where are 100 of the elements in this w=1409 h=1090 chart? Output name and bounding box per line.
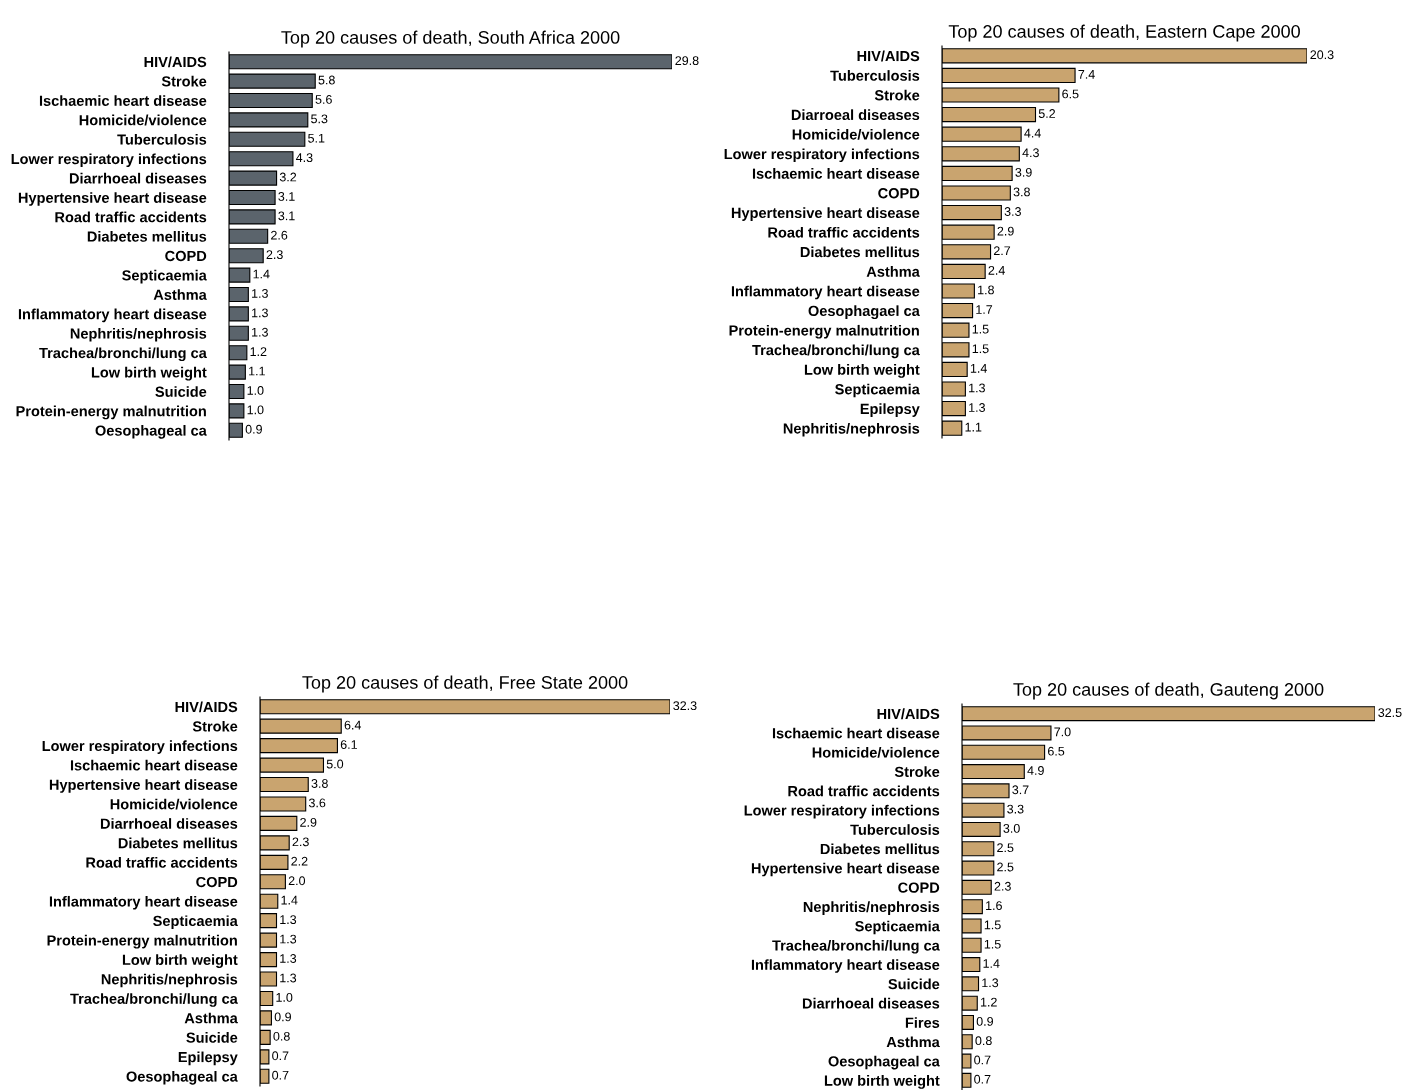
- y-tick-label: Nephritis/nephrosis: [70, 328, 207, 342]
- data-label: 3.8: [1013, 187, 1030, 197]
- data-label: 1.3: [280, 915, 297, 925]
- y-tick-label: COPD: [165, 250, 207, 262]
- data-label: 1.4: [281, 895, 298, 905]
- y-tick-label: Hypertensive heart disease: [731, 207, 920, 221]
- y-tick-label: Fires: [905, 1017, 940, 1028]
- y-tick-label: Nephritis/nephrosis: [783, 422, 920, 437]
- y-tick-label: Road traffic accidents: [768, 226, 920, 238]
- y-tick-label: Suicide: [888, 978, 940, 990]
- y-tick-label: Stroke: [874, 89, 920, 101]
- y-tick-label: Trachea/bronchi/lung ca: [70, 993, 238, 1007]
- y-tick-label: Asthma: [184, 1012, 238, 1024]
- data-label: 1.0: [247, 405, 264, 415]
- y-tick-label: Oesophageal ca: [828, 1055, 940, 1070]
- data-label: 1.3: [252, 308, 268, 318]
- y-tick-label: Oesophageal ca: [126, 1070, 238, 1085]
- data-label: 29.8: [675, 56, 699, 66]
- data-label: 3.3: [1007, 804, 1024, 814]
- data-label: 2.7: [993, 246, 1011, 256]
- y-tick-label: COPD: [878, 188, 920, 199]
- y-tick-label: Septicaemia: [835, 383, 920, 398]
- y-tick-label: Protein-energy malnutrition: [47, 934, 237, 949]
- y-tick-label: Low birth weight: [804, 364, 920, 378]
- y-tick-label: Suicide: [186, 1032, 238, 1043]
- y-tick-label: Ischaemic heart disease: [752, 168, 920, 179]
- y-tick-label: Nephritis/nephrosis: [803, 901, 940, 915]
- data-label: 20.3: [1310, 50, 1334, 60]
- y-tick-label: Inflammatory heart disease: [751, 959, 940, 973]
- data-label: 6.5: [1048, 746, 1065, 756]
- data-label: 2.3: [292, 837, 309, 847]
- data-label: 0.7: [272, 1051, 289, 1061]
- y-tick-label: Lower respiratory infections: [42, 740, 238, 754]
- y-tick-label: Suicide: [155, 386, 207, 397]
- data-label: 2.9: [997, 226, 1014, 236]
- y-tick-label: Ischaemic heart disease: [772, 727, 940, 739]
- data-label: 5.1: [308, 133, 325, 143]
- y-tick-label: Epilepsy: [860, 403, 920, 417]
- y-tick-label: Trachea/bronchi/lung ca: [772, 939, 940, 954]
- data-label: 4.4: [1024, 128, 1041, 138]
- y-tick-label: Trachea/bronchi/lung ca: [752, 344, 920, 359]
- y-tick-label: Septicaemia: [855, 920, 940, 935]
- data-label: 6.5: [1062, 89, 1079, 99]
- data-label: 5.8: [318, 75, 335, 85]
- y-tick-label: Epilepsy: [178, 1051, 238, 1066]
- data-label: 1.5: [972, 344, 989, 354]
- y-tick-label: COPD: [898, 882, 940, 893]
- data-label: 3.1: [278, 211, 295, 221]
- data-label: 2.6: [271, 230, 288, 240]
- y-tick-label: Diarrhoeal diseases: [100, 818, 238, 829]
- data-label: 0.7: [974, 1055, 991, 1065]
- data-label: 2.5: [997, 843, 1014, 853]
- y-tick-label: COPD: [196, 876, 238, 888]
- data-label: 3.3: [1004, 207, 1021, 216]
- data-label: 2.5: [997, 862, 1014, 872]
- chart-title: Top 20 causes of death, South Africa 2000: [281, 30, 620, 48]
- y-tick-label: Ischaemic heart disease: [70, 759, 238, 771]
- y-tick-label: HIV/AIDS: [877, 708, 940, 720]
- data-label: 3.7: [1012, 785, 1029, 795]
- data-label: 0.8: [975, 1036, 992, 1046]
- data-label: 1.0: [276, 992, 293, 1002]
- data-label: 1.0: [247, 386, 264, 395]
- y-tick-label: Septicaemia: [153, 915, 238, 929]
- data-label: 0.7: [272, 1070, 289, 1080]
- data-label: 0.9: [245, 424, 262, 434]
- data-label: 3.1: [278, 192, 295, 201]
- data-label: 6.4: [344, 720, 362, 730]
- y-tick-label: Diabetes mellitus: [118, 837, 238, 849]
- y-tick-label: Low birth weight: [824, 1075, 940, 1089]
- y-tick-label: Diarrhoeal diseases: [69, 172, 207, 184]
- y-tick-label: Low birth weight: [91, 366, 207, 381]
- y-tick-label: Tuberculosis: [830, 70, 920, 81]
- y-tick-label: Tuberculosis: [117, 134, 207, 145]
- data-label: 32.3: [673, 701, 697, 711]
- data-label: 5.2: [1038, 109, 1056, 118]
- y-tick-label: Hypertensive heart disease: [18, 192, 207, 206]
- data-label: 2.2: [291, 856, 308, 866]
- data-label: 1.3: [982, 978, 999, 988]
- data-label: 1.2: [250, 347, 267, 356]
- data-label: 4.3: [1022, 148, 1039, 158]
- chart-title: Top 20 causes of death, Gauteng 2000: [1013, 682, 1324, 700]
- chart-title: Top 20 causes of death, Free State 2000: [302, 675, 628, 693]
- data-label: 5.6: [315, 95, 332, 104]
- y-tick-label: Inflammatory heart disease: [49, 895, 238, 910]
- data-label: 3.8: [311, 779, 328, 788]
- y-tick-label: Oesophageal ca: [95, 425, 207, 439]
- y-tick-label: Tuberculosis: [850, 824, 940, 835]
- data-label: 1.3: [252, 289, 268, 298]
- y-tick-label: Stroke: [161, 75, 207, 87]
- y-tick-label: Hypertensive heart disease: [49, 779, 238, 793]
- data-label: 1.2: [980, 997, 997, 1007]
- y-tick-label: Hypertensive heart disease: [751, 862, 940, 877]
- data-label: 6.1: [340, 740, 357, 749]
- data-label: 1.3: [280, 934, 297, 944]
- y-tick-label: Lower respiratory infections: [744, 804, 940, 819]
- data-label: 1.7: [976, 305, 993, 314]
- data-label: 1.5: [984, 920, 1001, 930]
- data-label: 1.3: [252, 327, 268, 337]
- data-label: 3.0: [1003, 823, 1020, 833]
- y-tick-label: Protein-energy malnutrition: [16, 405, 206, 420]
